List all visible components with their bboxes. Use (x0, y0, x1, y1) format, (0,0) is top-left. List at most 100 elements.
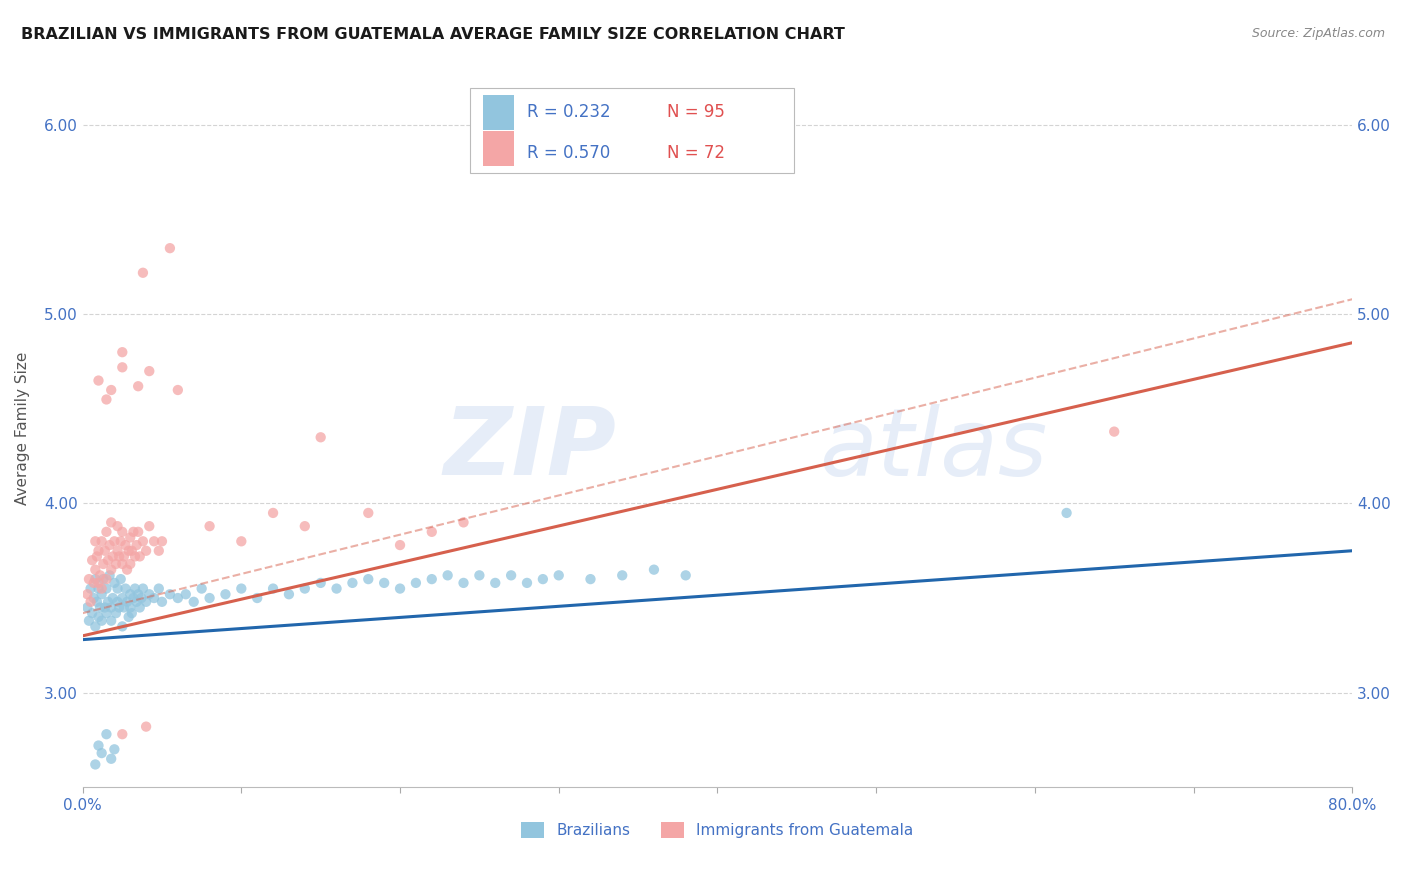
Point (111, 591, 134, 605)
Point (100, 614, 122, 628)
Point (87, 582, 110, 596)
Point (453, 575, 475, 590)
Point (159, 241, 181, 255)
Point (91, 572, 114, 586)
Point (100, 516, 122, 530)
Point (198, 591, 221, 605)
Point (76, 587, 98, 601)
Point (125, 595, 148, 609)
Y-axis label: Average Family Size: Average Family Size (15, 351, 30, 505)
Point (97, 553, 120, 567)
Point (373, 575, 395, 590)
Point (111, 360, 134, 375)
Point (294, 519, 316, 533)
Point (294, 582, 316, 596)
Point (231, 582, 253, 596)
Legend: Brazilians, Immigrants from Guatemala: Brazilians, Immigrants from Guatemala (515, 816, 920, 844)
Point (124, 549, 146, 564)
Point (100, 383, 122, 397)
Point (87, 739, 110, 753)
Point (121, 606, 143, 620)
Point (309, 430, 332, 444)
Point (468, 568, 491, 582)
Point (325, 582, 347, 596)
Point (118, 543, 141, 558)
Point (82, 553, 104, 567)
Point (90, 582, 112, 596)
Point (96, 606, 118, 620)
Point (84, 757, 107, 772)
Point (96, 572, 118, 586)
Point (84, 619, 107, 633)
Point (103, 742, 125, 756)
Point (101, 549, 124, 564)
Point (86, 549, 108, 564)
Point (100, 600, 122, 615)
Point (143, 534, 166, 549)
Point (262, 582, 284, 596)
Point (516, 575, 538, 590)
Point (110, 534, 132, 549)
Point (143, 591, 166, 605)
Point (120, 557, 142, 571)
Point (96, 582, 118, 596)
Point (357, 572, 380, 586)
Point (132, 534, 155, 549)
Point (118, 610, 141, 624)
Point (405, 575, 427, 590)
Point (122, 591, 145, 605)
Point (246, 591, 269, 605)
Point (84, 534, 107, 549)
Point (135, 543, 157, 558)
Point (138, 587, 160, 601)
Point (96, 524, 118, 539)
Point (389, 582, 412, 596)
Point (214, 587, 236, 601)
Point (77, 614, 100, 628)
Point (148, 543, 170, 558)
Point (76, 600, 98, 615)
Point (103, 534, 125, 549)
Point (166, 383, 188, 397)
Point (115, 595, 138, 609)
Point (89, 600, 111, 615)
Point (132, 582, 155, 596)
Point (114, 538, 136, 552)
Point (90, 746, 112, 760)
Point (115, 563, 138, 577)
Point (84, 563, 107, 577)
Point (120, 600, 142, 615)
Point (100, 563, 122, 577)
Point (111, 619, 134, 633)
Point (112, 600, 135, 615)
Point (107, 543, 129, 558)
Point (111, 727, 134, 741)
Point (198, 519, 221, 533)
Point (128, 600, 150, 615)
Point (174, 587, 197, 601)
Point (127, 524, 149, 539)
Point (579, 572, 602, 586)
Point (79, 582, 101, 596)
Point (112, 549, 135, 564)
Point (183, 595, 205, 609)
Point (547, 568, 569, 582)
Point (90, 534, 112, 549)
Point (1102, 425, 1125, 439)
Point (278, 587, 301, 601)
Point (121, 543, 143, 558)
Point (132, 266, 155, 280)
Point (135, 595, 157, 609)
Point (127, 379, 149, 393)
Point (108, 549, 131, 564)
Point (111, 557, 134, 571)
Point (420, 524, 443, 539)
Text: R = 0.232: R = 0.232 (527, 103, 610, 121)
Point (166, 591, 188, 605)
Point (97, 595, 120, 609)
Point (104, 557, 127, 571)
Point (82, 606, 104, 620)
Point (150, 534, 173, 549)
Point (501, 568, 523, 582)
Point (420, 572, 443, 586)
